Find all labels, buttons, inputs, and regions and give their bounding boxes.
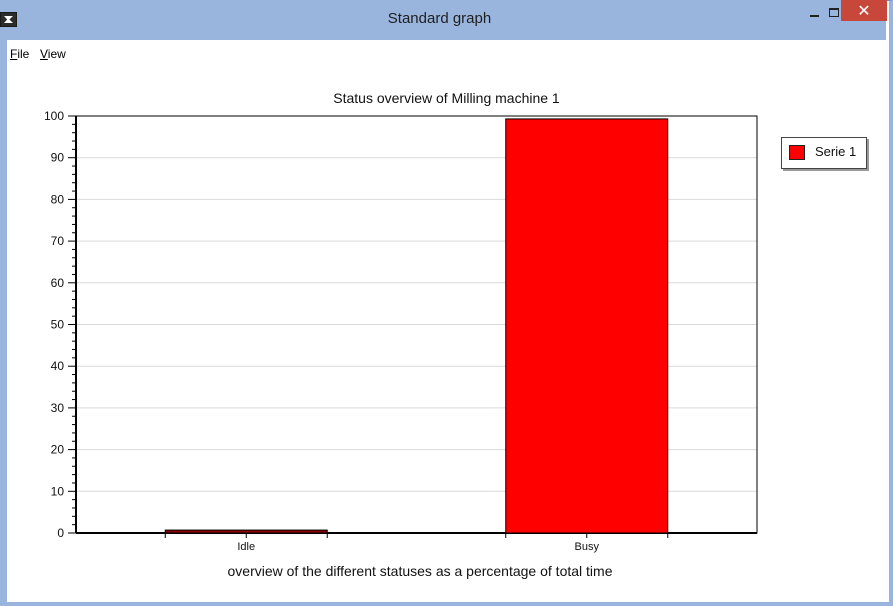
- x-tick-label: Idle: [237, 541, 255, 553]
- x-axis-title: overview of the different statuses as a …: [227, 563, 613, 579]
- y-tick-label: 50: [51, 318, 65, 332]
- legend: Serie 1: [781, 137, 867, 169]
- close-icon: ✕: [857, 1, 871, 20]
- bar-busy: [505, 118, 669, 534]
- maximize-icon: [829, 7, 839, 17]
- title-bar[interactable]: Standard graph ✕: [0, 0, 887, 40]
- menu-bar: File View: [7, 44, 889, 64]
- window-title: Standard graph: [387, 10, 492, 27]
- y-tick-label: 0: [57, 526, 64, 540]
- legend-swatch: [789, 145, 805, 160]
- y-tick-label: 60: [51, 276, 65, 290]
- bar-idle: [164, 529, 328, 534]
- menu-file[interactable]: File: [10, 47, 30, 61]
- chart-title: Status overview of Milling machine 1: [333, 90, 560, 106]
- app-icon[interactable]: [0, 12, 17, 27]
- y-tick-label: 30: [51, 401, 65, 415]
- menu-view[interactable]: View: [40, 47, 66, 61]
- minimize-button[interactable]: [801, 2, 827, 22]
- x-tick-label: Busy: [575, 541, 600, 553]
- y-tick-label: 90: [51, 151, 65, 165]
- y-tick-label: 20: [51, 443, 65, 457]
- y-tick-label: 100: [44, 109, 64, 123]
- y-tick-label: 80: [51, 192, 65, 206]
- y-tick-label: 40: [51, 359, 65, 373]
- y-tick-label: 10: [51, 484, 65, 498]
- maximize-button[interactable]: [821, 2, 847, 22]
- y-tick-label: 70: [51, 234, 65, 248]
- minimize-icon: [809, 15, 819, 17]
- legend-label: Serie 1: [815, 144, 857, 159]
- close-button[interactable]: ✕: [841, 0, 887, 21]
